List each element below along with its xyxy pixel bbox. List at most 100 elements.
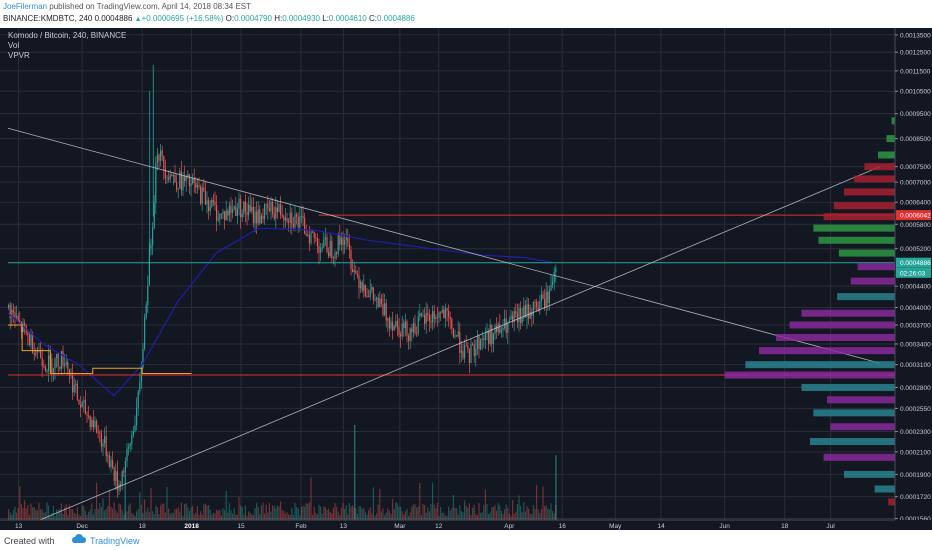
footer: Created with TradingView <box>0 530 932 550</box>
candle-body <box>97 432 99 434</box>
volume-bar <box>246 515 248 520</box>
tradingview-brand[interactable]: TradingView <box>90 536 140 546</box>
symbol-label: BINANCE:KMDBTC, 240 <box>3 14 93 23</box>
author-link[interactable]: JoeFilerman <box>3 2 48 11</box>
chart-area[interactable]: 0.0013500 0.0012500 0.0011500 0.0010500 0.00… <box>0 28 932 530</box>
volume-bar <box>273 506 275 520</box>
vpvr-bar <box>823 453 895 461</box>
volume-bar <box>86 514 88 520</box>
volume-bar <box>222 508 224 520</box>
candle-body <box>497 323 499 333</box>
candle-body <box>230 205 232 213</box>
candle-body <box>548 290 550 303</box>
volume-bar <box>214 513 216 520</box>
candle-body <box>203 187 205 191</box>
volume-bar <box>60 503 62 520</box>
volume-bar <box>44 512 46 520</box>
candle-body <box>352 269 354 273</box>
candle-body <box>108 455 110 467</box>
volume-bar <box>400 506 402 520</box>
candle-body <box>296 214 298 218</box>
volume-bar <box>355 508 357 520</box>
candle-body <box>539 301 541 311</box>
volume-bar <box>371 513 373 520</box>
candle-body <box>102 443 104 447</box>
candle-body <box>459 331 461 353</box>
volume-bar <box>280 501 282 520</box>
candle-body <box>155 163 157 204</box>
volume-bar <box>422 503 424 520</box>
candle-body <box>542 294 544 299</box>
volume-bar <box>523 502 525 520</box>
candle-body <box>190 183 192 187</box>
volume-spike <box>353 425 356 520</box>
candle-body <box>280 204 282 215</box>
volume-bar <box>176 509 178 520</box>
vpvr-bar <box>725 371 895 379</box>
open-value: 0.0004790 <box>234 14 272 23</box>
volume-bar <box>336 506 338 520</box>
candle-body <box>272 202 274 214</box>
candle-body <box>99 432 101 434</box>
candle-body <box>169 174 171 180</box>
volume-bar <box>67 514 69 520</box>
volume-bar <box>198 514 200 520</box>
volume-bar <box>62 513 64 520</box>
volume-bar <box>321 513 323 520</box>
candle-body <box>483 338 485 340</box>
volume-bar <box>243 514 245 520</box>
candle-body <box>43 366 45 367</box>
candle-body <box>128 446 130 449</box>
candle-body <box>403 323 405 328</box>
candle-body <box>457 331 459 337</box>
price-axis-label: 0.0001900 <box>900 472 931 479</box>
candle-body <box>302 216 304 218</box>
candle-body <box>553 272 555 282</box>
volume-bar <box>435 508 437 520</box>
candle-body <box>256 211 258 224</box>
price-chart[interactable]: 0.0013500 0.0012500 0.0011500 0.0010500 0.00… <box>0 28 932 530</box>
candle-body <box>136 407 138 426</box>
candle-body <box>376 297 378 300</box>
volume-bar <box>27 505 29 520</box>
low-value: 0.0004610 <box>328 14 367 23</box>
volume-bar <box>187 507 189 520</box>
volume-bar <box>97 509 99 520</box>
volume-bar <box>179 511 181 520</box>
candle-body <box>174 174 176 183</box>
vpvr-bar <box>789 321 895 329</box>
candle-body <box>232 209 234 213</box>
volume-bar <box>134 515 136 520</box>
candle-body <box>491 324 493 345</box>
published-text: published on TradingView.com, April 14, … <box>49 2 252 11</box>
volume-bar <box>299 515 301 520</box>
volume-bar <box>256 502 258 520</box>
last-price: 0.0004886 <box>94 14 133 23</box>
volume-bar <box>219 509 221 520</box>
volume-bar <box>81 505 83 520</box>
candle-body <box>481 338 483 340</box>
candle-body <box>241 214 243 218</box>
candle-body <box>219 213 221 220</box>
candle-body <box>412 323 414 333</box>
candle-body <box>326 237 328 253</box>
candle-body <box>64 364 66 366</box>
volume-bar <box>515 511 517 520</box>
volume-bar <box>249 512 251 520</box>
candle-body <box>81 401 83 408</box>
volume-bar <box>296 507 298 520</box>
candle-body <box>83 400 85 402</box>
volume-bar <box>408 515 410 520</box>
candle-body <box>86 414 88 416</box>
candle-body <box>379 298 381 308</box>
volume-bar <box>203 504 205 520</box>
volume-bar <box>291 507 293 520</box>
price-axis-label: 0.0001560 <box>900 516 931 523</box>
volume-bar <box>510 515 512 520</box>
volume-bar <box>236 514 238 520</box>
candle-body <box>131 434 133 444</box>
time-axis-label: Feb <box>295 523 307 530</box>
volume-bar <box>220 515 222 520</box>
volume-bar <box>73 512 75 520</box>
volume-bar <box>41 509 43 520</box>
